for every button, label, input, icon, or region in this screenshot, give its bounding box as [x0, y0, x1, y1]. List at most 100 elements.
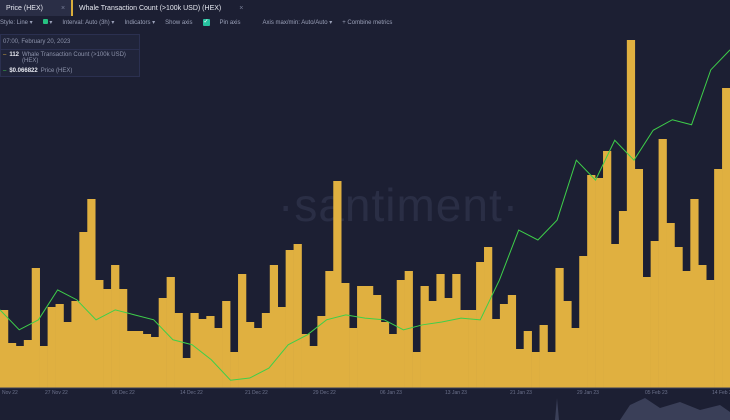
x-tick-label: 13 Jan 23: [445, 390, 467, 396]
bar: [666, 223, 675, 388]
bar: [428, 301, 437, 388]
tooltip-value: $0.066822: [9, 68, 38, 74]
bar: [460, 310, 469, 388]
bar: [317, 316, 326, 388]
bar: [230, 352, 239, 388]
bar: [539, 325, 548, 388]
bar: [15, 346, 25, 388]
x-tick-label: 14 Feb 23: [712, 390, 730, 396]
color-picker[interactable]: ▾: [42, 19, 52, 26]
x-tick-label: 05 Feb 23: [645, 390, 668, 396]
chart-tooltip: 07:00, February 20, 2023 –112 Whale Trans…: [0, 34, 140, 77]
bar: [150, 337, 159, 388]
navigator-preview[interactable]: [555, 398, 730, 420]
tooltip-label: Whale Transaction Count (>100k USD) (HEX…: [22, 52, 126, 64]
x-tick-label: 29 Dec 22: [313, 390, 336, 396]
bar: [333, 181, 342, 388]
tab-label: Whale Transaction Count (>100k USD) (HEX…: [79, 4, 222, 12]
bar: [47, 307, 56, 388]
bar: [491, 319, 501, 388]
bar: [547, 352, 556, 388]
bar: [626, 40, 636, 388]
bar: [555, 268, 564, 388]
chart-toolbar: Style: Line ▾ ▾ Interval: Auto (3h) ▾ In…: [0, 19, 392, 26]
bar: [87, 199, 96, 388]
x-tick-label: Nov 22: [2, 390, 18, 396]
bar: [261, 313, 271, 388]
bar: [293, 244, 302, 388]
close-icon[interactable]: ×: [60, 4, 66, 12]
bar: [238, 274, 247, 388]
bar: [158, 298, 167, 388]
bar: [468, 310, 477, 388]
bar: [579, 256, 588, 388]
bar: [341, 283, 350, 388]
x-tick-label: 21 Dec 22: [245, 390, 268, 396]
bar: [277, 307, 286, 388]
bar: [610, 244, 620, 388]
bar: [349, 328, 358, 388]
tooltip-value: 112: [9, 52, 20, 58]
bar: [63, 322, 72, 388]
bar: [698, 265, 707, 388]
bar: [571, 328, 580, 388]
tab-price[interactable]: Price (HEX) ×: [0, 0, 72, 16]
close-icon[interactable]: ×: [239, 4, 244, 12]
axis-maxmin-dropdown[interactable]: Axis max/min: Auto/Auto ▾: [262, 20, 333, 26]
bar: [103, 289, 112, 388]
tooltip-row: – $0.066822 Price (HEX): [3, 68, 73, 74]
show-axis-label: Show axis: [165, 19, 193, 26]
bar: [285, 250, 294, 388]
bar: [7, 343, 17, 388]
bar: [507, 295, 517, 388]
bar: [111, 265, 120, 388]
bar: [499, 304, 509, 388]
bar: [222, 301, 231, 388]
bar: [31, 268, 40, 388]
pin-axis-toggle[interactable]: Pin axis: [219, 19, 241, 26]
bar: [245, 322, 255, 388]
bar: [634, 169, 644, 388]
x-tick-label: 29 Jan 23: [577, 390, 599, 396]
tooltip-label: Price (HEX): [40, 68, 73, 74]
tab-label: Price (HEX): [6, 4, 43, 12]
bar: [39, 346, 48, 388]
bar: [357, 286, 366, 388]
bar: [404, 271, 413, 388]
tooltip-row: –112 Whale Transaction Count (>100k USD) …: [1, 50, 139, 66]
style-dropdown[interactable]: Style: Line ▾: [0, 20, 33, 26]
bar: [134, 331, 144, 388]
bar: [325, 271, 334, 388]
bar: [658, 139, 667, 388]
interval-dropdown[interactable]: Interval: Auto (3h) ▾: [62, 20, 115, 26]
bar: [444, 298, 453, 388]
bar: [452, 274, 461, 388]
metric-tabs: Price (HEX) × Whale Transaction Count (>1…: [0, 0, 249, 16]
bar: [380, 322, 390, 388]
tab-whale-count[interactable]: Whale Transaction Count (>100k USD) (HEX…: [71, 0, 249, 16]
bar: [214, 328, 223, 388]
x-tick-label: 14 Dec 22: [180, 390, 203, 396]
bar: [71, 301, 80, 388]
bar: [79, 232, 88, 388]
watermark: ·santiment·: [278, 179, 520, 231]
bar: [642, 277, 651, 388]
bar: [198, 319, 207, 388]
indicators-dropdown[interactable]: Indicators ▾: [124, 20, 156, 26]
x-tick-label: 27 Nov 22: [45, 390, 68, 396]
bar: [603, 151, 612, 388]
combine-metrics-button[interactable]: + Combine metrics: [342, 19, 393, 26]
show-axis-checkbox[interactable]: ✓: [202, 19, 210, 26]
bar: [0, 310, 9, 388]
x-tick-label: 21 Jan 23: [510, 390, 532, 396]
bar: [714, 169, 723, 388]
bar: [166, 277, 175, 388]
color-swatch-icon: [42, 19, 48, 24]
bar: [365, 286, 374, 388]
bar: [650, 241, 659, 388]
bar: [95, 280, 104, 388]
bar: [722, 88, 730, 388]
bar: [55, 304, 64, 388]
bar: [674, 247, 683, 388]
